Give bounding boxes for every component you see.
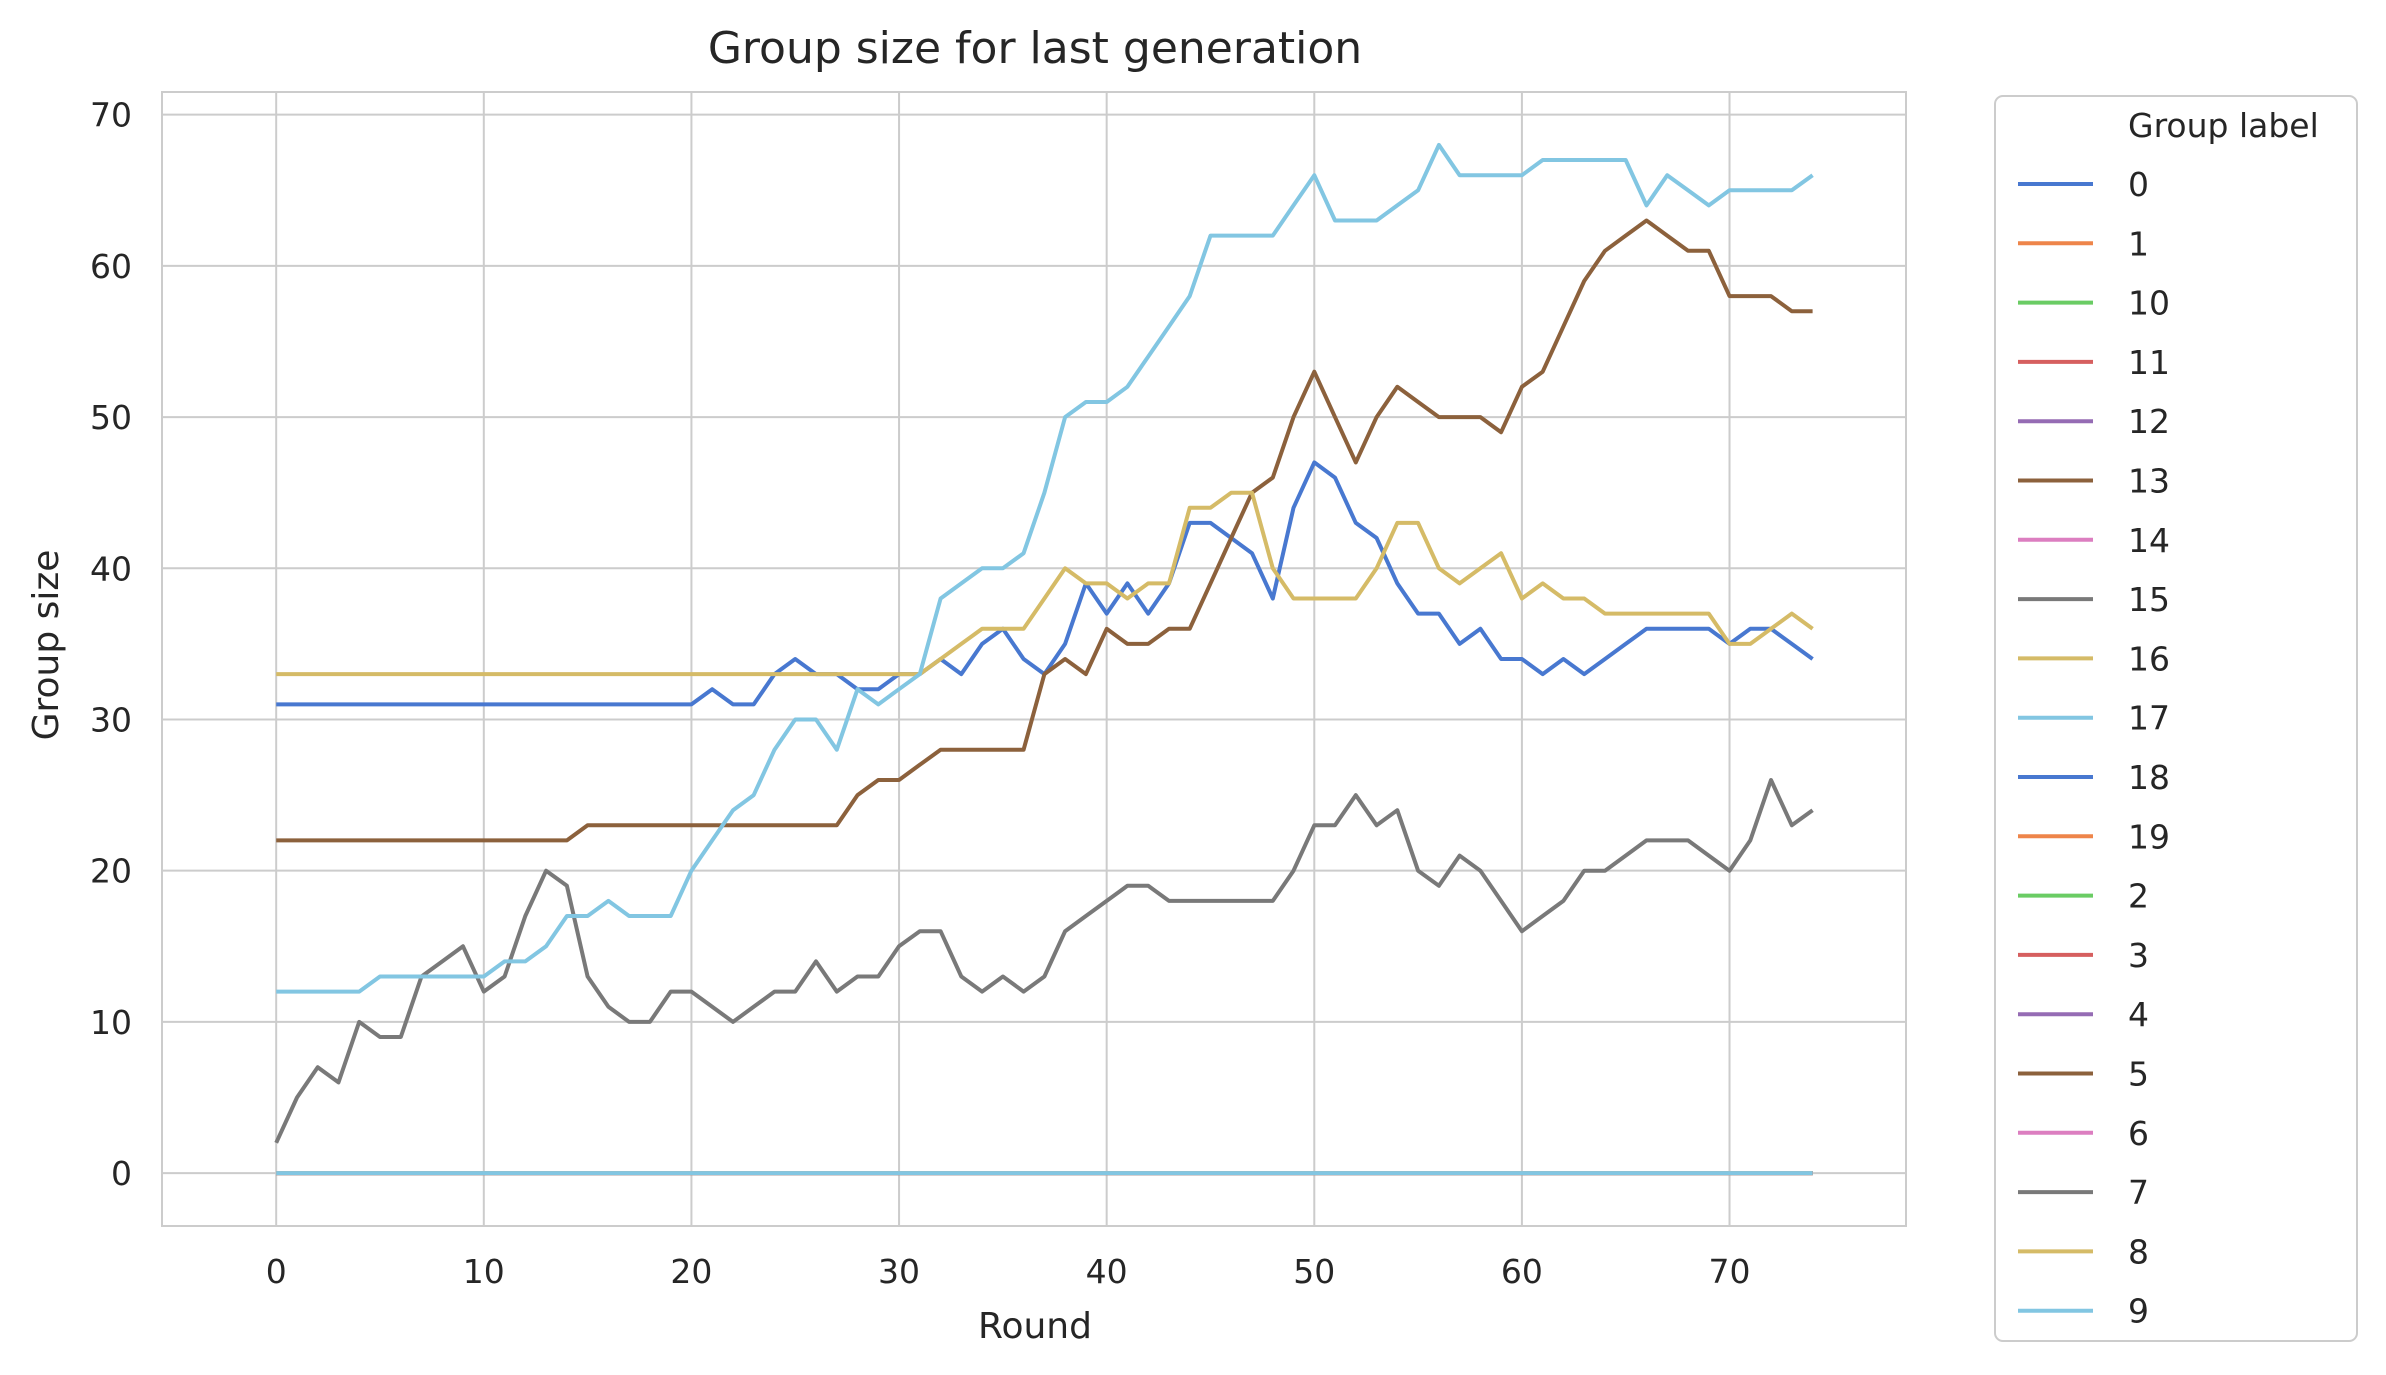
series-line-7 [274,778,1814,1144]
legend-label-13: 13 [2128,462,2170,501]
legend-label-5: 5 [2128,1055,2149,1094]
legend-frame [1994,95,2358,1342]
legend-label-9: 9 [2128,1292,2149,1331]
y-tick-label: 0 [111,1154,132,1193]
series-line-16 [276,490,1814,677]
y-tick-label: 70 [90,96,132,135]
grid [162,92,1906,1226]
plot-frame [161,91,1907,1227]
x-tick-label: 0 [266,1252,287,1291]
series-lines [274,142,1814,1176]
legend-label-12: 12 [2128,402,2170,441]
legend-label-17: 17 [2128,699,2170,738]
legend-label-4: 4 [2128,995,2149,1034]
y-tick-labels: 0 10 20 30 40 50 60 70 [90,96,132,1193]
y-tick-label: 40 [90,549,132,588]
legend-label-10: 10 [2128,284,2170,323]
legend-items: 0 1 10 11 12 13 14 15 16 17 18 19 2 3 4 5 6 7 8 9 [2018,165,2170,1331]
y-axis-label: Group size [26,550,67,741]
series-line-5 [276,218,1813,843]
x-tick-label: 30 [878,1252,920,1291]
y-tick-label: 50 [90,398,132,437]
x-tick-label: 70 [1709,1252,1751,1291]
legend-label-15: 15 [2128,580,2170,619]
series-line-17 [276,142,1814,994]
x-tick-label: 10 [463,1252,505,1291]
y-tick-label: 20 [90,852,132,891]
y-tick-label: 10 [90,1003,132,1042]
x-tick-label: 50 [1293,1252,1335,1291]
legend-label-0: 0 [2128,165,2149,204]
x-tick-label: 20 [670,1252,712,1291]
x-axis-label: Round [978,1306,1092,1347]
legend: Group label 0 1 10 11 12 13 14 15 16 17 18 19 2 3 4 5 6 7… [1994,95,2358,1342]
legend-label-8: 8 [2128,1232,2149,1271]
x-tick-label: 40 [1086,1252,1128,1291]
legend-label-18: 18 [2128,758,2170,797]
x-tick-label: 60 [1501,1252,1543,1291]
legend-label-3: 3 [2128,936,2149,975]
legend-label-16: 16 [2128,639,2170,678]
legend-label-14: 14 [2128,521,2170,560]
chart-title: Group size for last generation [708,23,1362,74]
legend-label-6: 6 [2128,1114,2149,1153]
y-tick-label: 60 [90,247,132,286]
legend-label-19: 19 [2128,817,2170,856]
y-tick-label: 30 [90,700,132,739]
legend-label-7: 7 [2128,1173,2149,1212]
legend-label-11: 11 [2128,343,2170,382]
legend-label-2: 2 [2128,877,2149,916]
legend-title: Group label [2128,106,2319,145]
legend-label-1: 1 [2128,224,2149,263]
x-tick-labels: 0 10 20 30 40 50 60 70 [266,1252,1751,1291]
